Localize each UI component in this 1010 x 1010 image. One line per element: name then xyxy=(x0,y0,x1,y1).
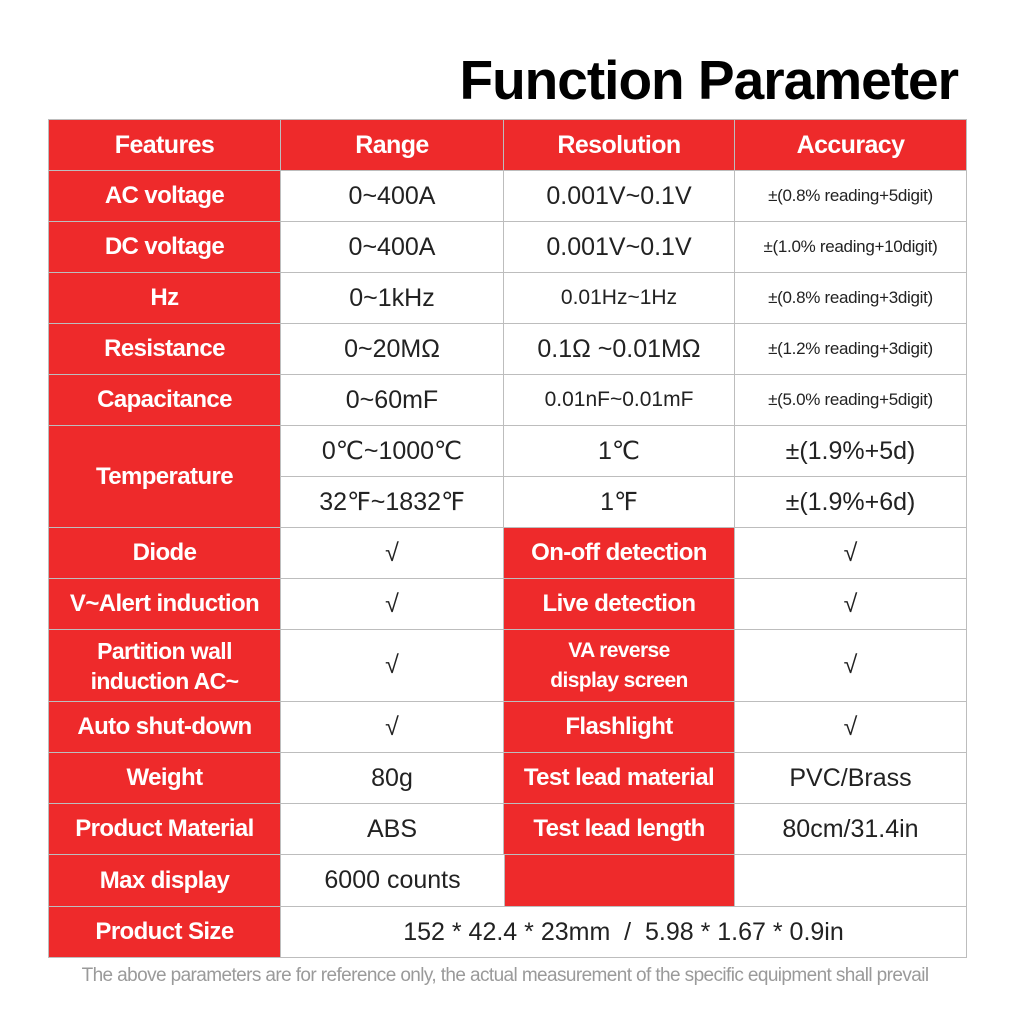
feature-cell: Max display xyxy=(48,854,281,907)
size-cell: 152 * 42.4 * 23mm / 5.98 * 1.67 * 0.9in xyxy=(280,906,967,958)
check-cell: √ xyxy=(734,578,967,630)
feature-line: Partition wall xyxy=(97,637,232,664)
value-cell: 80g xyxy=(280,752,504,804)
feature-cell: Capacitance xyxy=(48,374,281,426)
accuracy-cell: ±(1.9%+6d) xyxy=(734,476,967,528)
feature-cell: Live detection xyxy=(503,578,735,630)
accuracy-cell: ±(0.8% reading+5digit) xyxy=(734,170,967,222)
accuracy-cell: ±(5.0% reading+5digit) xyxy=(734,374,967,426)
max-display-cell: 6000 counts xyxy=(280,854,735,907)
feature-cell: Weight xyxy=(48,752,281,804)
table-row: Capacitance 0~60mF 0.01nF~0.01mF ±(5.0% … xyxy=(48,374,967,426)
resolution-cell: 0.1Ω ~0.01MΩ xyxy=(503,323,735,375)
table-row: Product Material ABS Test lead length 80… xyxy=(48,803,967,855)
accuracy-cell: ±(1.9%+5d) xyxy=(734,425,967,477)
table-row: Auto shut-down √ Flashlight √ xyxy=(48,701,967,753)
accuracy-cell: ±(0.8% reading+3digit) xyxy=(734,272,967,324)
range-cell: 32℉~1832℉ xyxy=(280,476,504,528)
range-cell: 0~60mF xyxy=(280,374,504,426)
header-features: Features xyxy=(48,119,281,171)
value-cell: 80cm/31.4in xyxy=(734,803,967,855)
page-title: Function Parameter xyxy=(459,49,959,111)
check-cell: √ xyxy=(280,527,504,579)
feature-cell: Product Material xyxy=(48,803,281,855)
range-cell: 0~400A xyxy=(280,221,504,273)
feature-cell: Partition wall induction AC~ xyxy=(48,629,281,702)
disclaimer-note: The above parameters are for reference o… xyxy=(81,965,929,986)
range-cell: 0~1kHz xyxy=(280,272,504,324)
parameter-table: Features Range Resolution Accuracy AC vo… xyxy=(48,119,967,958)
feature-cell: AC voltage xyxy=(48,170,281,222)
accuracy-cell: ±(1.0% reading+10digit) xyxy=(734,221,967,273)
feature-cell: Flashlight xyxy=(503,701,735,753)
table-row: Max display 6000 counts xyxy=(48,854,967,907)
feature-cell: VA reverse display screen xyxy=(503,629,735,702)
table-row: Partition wall induction AC~ √ VA revers… xyxy=(48,629,967,702)
header-range: Range xyxy=(280,119,504,171)
empty-cell xyxy=(734,854,967,907)
check-cell: √ xyxy=(280,629,504,702)
resolution-cell: 0.01Hz~1Hz xyxy=(503,272,735,324)
feature-line: VA reverse xyxy=(568,638,670,662)
value-cell: PVC/Brass xyxy=(734,752,967,804)
feature-cell: DC voltage xyxy=(48,221,281,273)
check-cell: √ xyxy=(280,578,504,630)
header-resolution: Resolution xyxy=(503,119,735,171)
feature-cell: Test lead length xyxy=(503,803,735,855)
feature-cell: V~Alert induction xyxy=(48,578,281,630)
feature-cell: Auto shut-down xyxy=(48,701,281,753)
feature-line: display screen xyxy=(550,668,688,692)
table-row: 32℉~1832℉ 1℉ ±(1.9%+6d) xyxy=(49,476,967,528)
feature-cell: Resistance xyxy=(48,323,281,375)
resolution-cell: 1℉ xyxy=(503,476,735,528)
check-cell: √ xyxy=(734,527,967,579)
feature-cell: Diode xyxy=(48,527,281,579)
table-row: Weight 80g Test lead material PVC/Brass xyxy=(48,752,967,804)
feature-cell: Hz xyxy=(48,272,281,324)
range-cell: 0~20MΩ xyxy=(280,323,504,375)
check-cell: √ xyxy=(734,701,967,753)
check-cell: √ xyxy=(280,701,504,753)
table-row: Diode √ On-off detection √ xyxy=(48,527,967,579)
table-header-row: Features Range Resolution Accuracy xyxy=(48,119,967,171)
table-row: Resistance 0~20MΩ 0.1Ω ~0.01MΩ ±(1.2% re… xyxy=(48,323,967,375)
resolution-cell: 1℃ xyxy=(503,425,735,477)
check-cell: √ xyxy=(734,629,967,702)
table-row: AC voltage 0~400A 0.001V~0.1V ±(0.8% rea… xyxy=(48,170,967,222)
value-cell: 6000 counts xyxy=(324,866,461,894)
range-cell: 0~400A xyxy=(280,170,504,222)
header-accuracy: Accuracy xyxy=(734,119,967,171)
feature-cell-temperature: Temperature xyxy=(48,425,281,528)
table-row: Product Size 152 * 42.4 * 23mm / 5.98 * … xyxy=(48,906,967,958)
value-cell: ABS xyxy=(280,803,504,855)
resolution-cell: 0.01nF~0.01mF xyxy=(503,374,735,426)
table-row: Temperature 0℃~1000℃ 1℃ ±(1.9%+5d) xyxy=(48,425,967,528)
feature-cell: Product Size xyxy=(48,906,281,958)
feature-cell: Test lead material xyxy=(503,752,735,804)
feature-line: induction AC~ xyxy=(90,667,239,694)
feature-cell: On-off detection xyxy=(503,527,735,579)
resolution-cell: 0.001V~0.1V xyxy=(503,170,735,222)
empty-red-cell xyxy=(504,855,734,906)
range-cell: 0℃~1000℃ xyxy=(280,425,504,477)
table-row: Hz 0~1kHz 0.01Hz~1Hz ±(0.8% reading+3dig… xyxy=(48,272,967,324)
accuracy-cell: ±(1.2% reading+3digit) xyxy=(734,323,967,375)
table-row: V~Alert induction √ Live detection √ xyxy=(48,578,967,630)
resolution-cell: 0.001V~0.1V xyxy=(503,221,735,273)
table-row: DC voltage 0~400A 0.001V~0.1V ±(1.0% rea… xyxy=(48,221,967,273)
